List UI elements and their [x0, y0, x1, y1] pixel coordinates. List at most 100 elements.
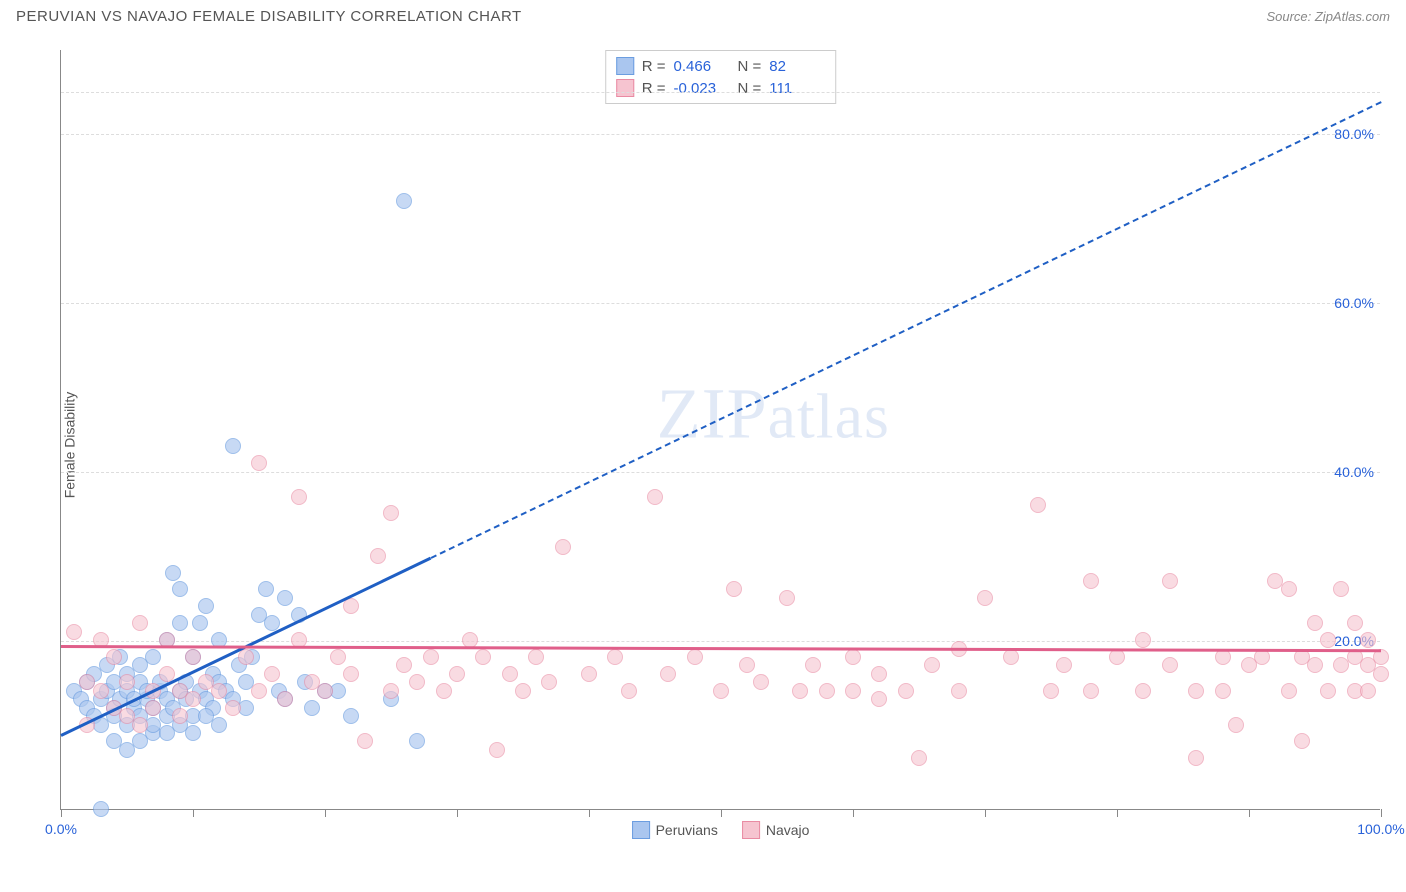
- plot-area: ZIPatlas R = 0.466 N = 82 R = -0.023 N =…: [60, 50, 1380, 810]
- data-point: [1373, 666, 1389, 682]
- y-tick-label: 40.0%: [1334, 464, 1374, 480]
- y-tick-label: 80.0%: [1334, 126, 1374, 142]
- r-value-navajo: -0.023: [674, 80, 730, 97]
- n-label: N =: [738, 58, 762, 75]
- x-tick: [325, 809, 326, 817]
- data-point: [238, 649, 254, 665]
- data-point: [343, 598, 359, 614]
- data-point: [475, 649, 491, 665]
- data-point: [502, 666, 518, 682]
- stats-row-navajo: R = -0.023 N = 111: [616, 77, 826, 99]
- data-point: [1294, 733, 1310, 749]
- gridline: [61, 92, 1380, 93]
- r-value-peruvians: 0.466: [674, 58, 730, 75]
- data-point: [93, 683, 109, 699]
- x-tick: [1381, 809, 1382, 817]
- data-point: [145, 649, 161, 665]
- legend-label: Peruvians: [656, 822, 718, 838]
- data-point: [409, 674, 425, 690]
- data-point: [1360, 683, 1376, 699]
- data-point: [1188, 750, 1204, 766]
- data-point: [1188, 683, 1204, 699]
- swatch-peruvians: [632, 821, 650, 839]
- data-point: [317, 683, 333, 699]
- x-tick: [985, 809, 986, 817]
- x-tick: [589, 809, 590, 817]
- data-point: [185, 649, 201, 665]
- data-point: [132, 717, 148, 733]
- x-tick: [853, 809, 854, 817]
- data-point: [660, 666, 676, 682]
- x-tick: [193, 809, 194, 817]
- data-point: [753, 674, 769, 690]
- data-point: [1135, 683, 1151, 699]
- data-point: [172, 615, 188, 631]
- data-point: [198, 598, 214, 614]
- data-point: [106, 649, 122, 665]
- data-point: [383, 683, 399, 699]
- data-point: [541, 674, 557, 690]
- data-point: [449, 666, 465, 682]
- data-point: [1083, 573, 1099, 589]
- stats-row-peruvians: R = 0.466 N = 82: [616, 55, 826, 77]
- data-point: [739, 657, 755, 673]
- data-point: [515, 683, 531, 699]
- swatch-navajo: [616, 79, 634, 97]
- legend: Peruvians Navajo: [632, 821, 810, 839]
- data-point: [1056, 657, 1072, 673]
- data-point: [1083, 683, 1099, 699]
- data-point: [1307, 657, 1323, 673]
- data-point: [951, 683, 967, 699]
- data-point: [819, 683, 835, 699]
- data-point: [436, 683, 452, 699]
- data-point: [1228, 717, 1244, 733]
- data-point: [119, 674, 135, 690]
- chart-container: Female Disability ZIPatlas R = 0.466 N =…: [16, 40, 1390, 850]
- data-point: [211, 683, 227, 699]
- data-point: [277, 590, 293, 606]
- data-point: [977, 590, 993, 606]
- data-point: [1333, 581, 1349, 597]
- data-point: [172, 581, 188, 597]
- data-point: [1281, 581, 1297, 597]
- data-point: [726, 581, 742, 597]
- data-point: [555, 539, 571, 555]
- data-point: [845, 649, 861, 665]
- data-point: [291, 489, 307, 505]
- data-point: [165, 565, 181, 581]
- data-point: [1347, 615, 1363, 631]
- x-tick: [457, 809, 458, 817]
- data-point: [409, 733, 425, 749]
- data-point: [1135, 632, 1151, 648]
- data-point: [370, 548, 386, 564]
- data-point: [687, 649, 703, 665]
- data-point: [277, 691, 293, 707]
- chart-header: PERUVIAN VS NAVAJO FEMALE DISABILITY COR…: [0, 0, 1406, 29]
- data-point: [423, 649, 439, 665]
- data-point: [1043, 683, 1059, 699]
- data-point: [185, 725, 201, 741]
- data-point: [1320, 632, 1336, 648]
- data-point: [251, 455, 267, 471]
- data-point: [225, 438, 241, 454]
- data-point: [845, 683, 861, 699]
- swatch-navajo: [742, 821, 760, 839]
- swatch-peruvians: [616, 57, 634, 75]
- data-point: [304, 700, 320, 716]
- data-point: [528, 649, 544, 665]
- data-point: [211, 717, 227, 733]
- data-point: [1307, 615, 1323, 631]
- data-point: [647, 489, 663, 505]
- data-point: [251, 683, 267, 699]
- data-point: [343, 666, 359, 682]
- gridline: [61, 303, 1380, 304]
- data-point: [621, 683, 637, 699]
- data-point: [264, 666, 280, 682]
- data-point: [1162, 573, 1178, 589]
- gridline: [61, 472, 1380, 473]
- n-label: N =: [738, 80, 762, 97]
- watermark: ZIPatlas: [657, 373, 890, 456]
- x-tick-label: 100.0%: [1357, 821, 1404, 837]
- data-point: [898, 683, 914, 699]
- data-point: [805, 657, 821, 673]
